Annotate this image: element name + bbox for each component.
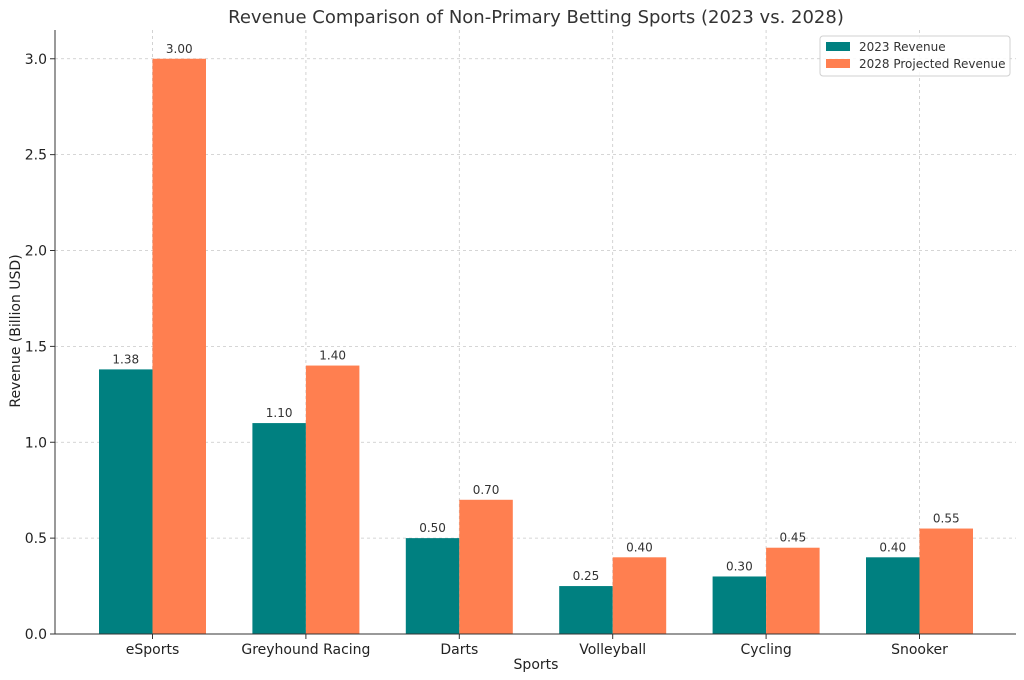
y-tick-label: 1.5: [25, 339, 47, 355]
legend-box: [819, 35, 1011, 77]
bar-value-label: 0.40: [626, 540, 653, 554]
y-tick-label: 0.5: [25, 531, 47, 547]
legend-label: 2028 Projected Revenue: [859, 57, 1005, 71]
y-tick-label: 2.5: [25, 148, 47, 164]
bar-value-label: 0.45: [779, 531, 806, 545]
bar-2023: [99, 369, 153, 634]
bar-2023: [866, 557, 920, 634]
x-tick-label: Cycling: [740, 642, 791, 658]
bar-2028: [305, 365, 360, 634]
y-tick-label: 0.0: [25, 627, 47, 643]
legend-swatch: [826, 42, 850, 51]
bar-2028: [766, 547, 820, 634]
legend-label: 2023 Revenue: [859, 40, 946, 54]
y-tick-label: 2.0: [25, 244, 47, 260]
bar-value-label: 1.38: [112, 352, 139, 366]
bar-2023: [559, 586, 613, 634]
x-tick-label: Snooker: [891, 642, 948, 658]
legend: 2023 Revenue 2028 Projected Revenue: [819, 35, 1011, 77]
legend-swatch: [826, 59, 850, 68]
x-tick-label: Volleyball: [579, 642, 646, 658]
bar-value-label: 0.40: [879, 540, 906, 554]
y-tick-label: 1.0: [25, 435, 47, 451]
bar-2023: [712, 576, 767, 634]
bar-value-label: 0.50: [419, 521, 446, 535]
bar-2028: [919, 528, 973, 634]
bar-value-label: 0.55: [933, 512, 960, 526]
x-tick-label: Greyhound Racing: [241, 642, 370, 658]
axes: 0.0 0.5 1.0 1.5 2.0 2.5 3.0 eSports Greyhound Ra…: [25, 30, 1016, 658]
chart-title: Revenue Comparison of Non-Primary Bettin…: [228, 7, 844, 28]
x-axis-label: Sports: [514, 657, 559, 673]
bar-value-label: 1.40: [319, 349, 346, 363]
bar-value-label: 0.25: [573, 569, 600, 583]
bar-2028: [152, 58, 206, 635]
bar-value-label: 0.30: [726, 559, 753, 573]
bar-2028: [612, 557, 667, 634]
bar-value-label: 1.10: [266, 406, 293, 420]
bar-2023: [252, 423, 306, 634]
bar-2028: [459, 499, 513, 634]
bar-value-label: 0.70: [473, 483, 500, 497]
y-axis-label: Revenue (Billion USD): [8, 254, 24, 407]
y-tick-label: 3.0: [25, 52, 47, 68]
bars: [99, 58, 973, 635]
x-tick-label: Darts: [440, 642, 478, 658]
data-labels: 1.38 1.10 0.50 0.25 0.30 0.40 3.00 1.40 0.70 0.40…: [112, 42, 959, 583]
x-tick-label: eSports: [126, 642, 180, 658]
bar-value-label: 3.00: [166, 42, 193, 56]
bar-2023: [405, 538, 460, 634]
